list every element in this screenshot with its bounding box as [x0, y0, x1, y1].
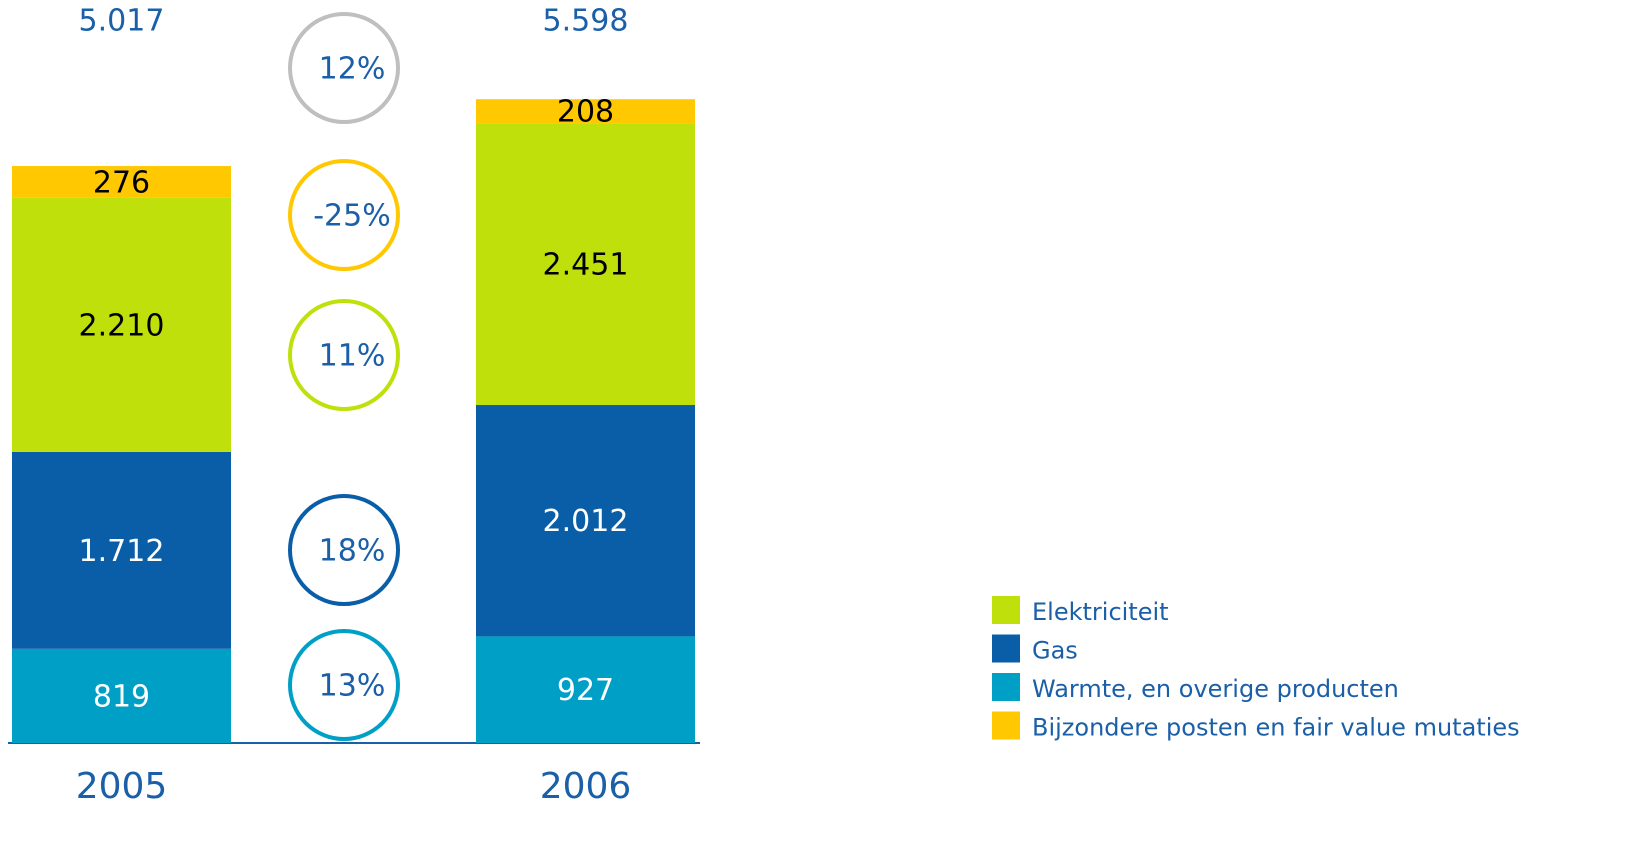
bar-segment [12, 451, 231, 649]
change-label: 18% [319, 534, 386, 569]
change-label: 12% [319, 52, 386, 87]
x-tick-label: 2006 [540, 766, 632, 807]
bar-segment [476, 636, 695, 743]
value-label: 276 [93, 165, 150, 200]
bar-segment [12, 648, 231, 743]
change-circle [288, 629, 400, 741]
change-label: 11% [319, 339, 386, 374]
legend-label: Gas [1032, 637, 1078, 665]
value-label: 2.451 [543, 248, 629, 283]
value-label: 927 [557, 673, 614, 708]
x-tick-label: 2005 [76, 766, 168, 807]
legend-label: Elektriciteit [1032, 598, 1169, 626]
legend-swatch [992, 634, 1020, 663]
legend-label: Warmte, en overige producten [1032, 675, 1399, 703]
change-circle [288, 494, 400, 606]
legend-swatch [992, 673, 1020, 701]
bar-segment [476, 405, 695, 637]
value-label: 1.712 [79, 534, 165, 569]
value-label: 208 [557, 95, 614, 130]
change-label: -25% [313, 199, 391, 234]
change-circle [288, 159, 400, 271]
total-label: 5.017 [79, 4, 165, 39]
value-label: 819 [93, 679, 150, 714]
legend-label: Bijzondere posten en fair value mutaties [1032, 714, 1520, 742]
legend-swatch [992, 711, 1020, 740]
bar-segment [476, 123, 695, 406]
change-circle [288, 299, 400, 411]
value-label: 2.012 [543, 504, 629, 539]
value-label: 2.210 [79, 308, 165, 343]
total-label: 5.598 [543, 4, 629, 39]
legend-swatch [992, 596, 1020, 624]
bar-segment [476, 99, 695, 124]
bar-segment [12, 197, 231, 452]
change-label: 13% [319, 669, 386, 704]
bar-segment [12, 166, 231, 198]
change-circle [288, 12, 400, 124]
